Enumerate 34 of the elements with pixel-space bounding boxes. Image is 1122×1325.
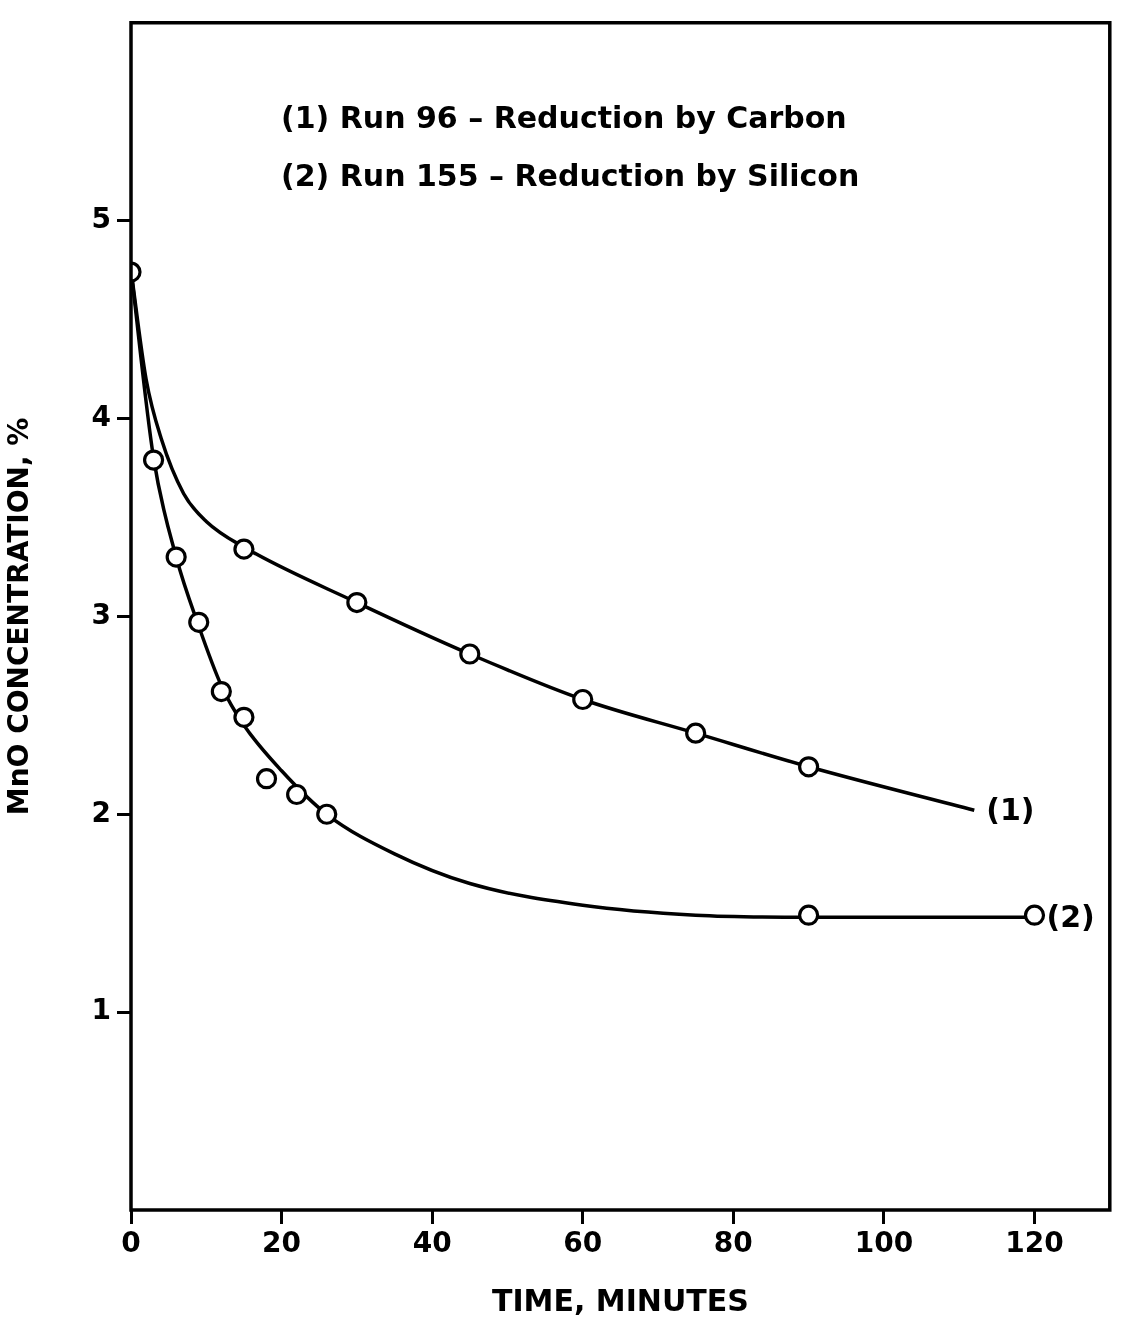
- point: [798, 904, 820, 926]
- point: [459, 643, 481, 665]
- x-tick-label: 0: [121, 1226, 141, 1260]
- x-tick-label: 60: [563, 1226, 603, 1260]
- x-axis-title: TIME, MINUTES: [491, 1282, 749, 1318]
- point: [188, 611, 210, 633]
- point: [286, 783, 308, 806]
- y-tick-label: 5: [91, 201, 111, 235]
- point: [316, 803, 338, 825]
- y-axis-title: MnO CONCENTRATION, %: [2, 417, 36, 816]
- annotation: (1) Run 96 – Reduction by Carbon: [281, 99, 847, 135]
- point: [346, 591, 368, 614]
- series-label: (2): [1046, 898, 1095, 934]
- point: [233, 538, 255, 560]
- point: [142, 449, 165, 471]
- point: [572, 688, 594, 711]
- annotation: (2) Run 155 – Reduction by Silicon: [281, 157, 860, 193]
- x-tick-label: 120: [1005, 1226, 1064, 1260]
- x-tick-label: 20: [262, 1226, 302, 1260]
- point: [1023, 904, 1046, 926]
- point: [210, 680, 232, 703]
- x-tick-label: 80: [713, 1226, 753, 1260]
- point: [255, 768, 278, 790]
- x-tick-label: 100: [854, 1226, 914, 1260]
- point: [233, 706, 255, 728]
- y-tick-label: 2: [91, 795, 111, 829]
- y-tick-label: 3: [91, 597, 111, 631]
- point: [685, 722, 707, 744]
- y-tick-label: 4: [91, 399, 111, 433]
- x-tick-label: 40: [412, 1226, 452, 1260]
- series-label: (1): [986, 792, 1035, 828]
- point: [165, 546, 187, 568]
- point: [798, 756, 820, 778]
- y-tick-label: 1: [91, 993, 111, 1027]
